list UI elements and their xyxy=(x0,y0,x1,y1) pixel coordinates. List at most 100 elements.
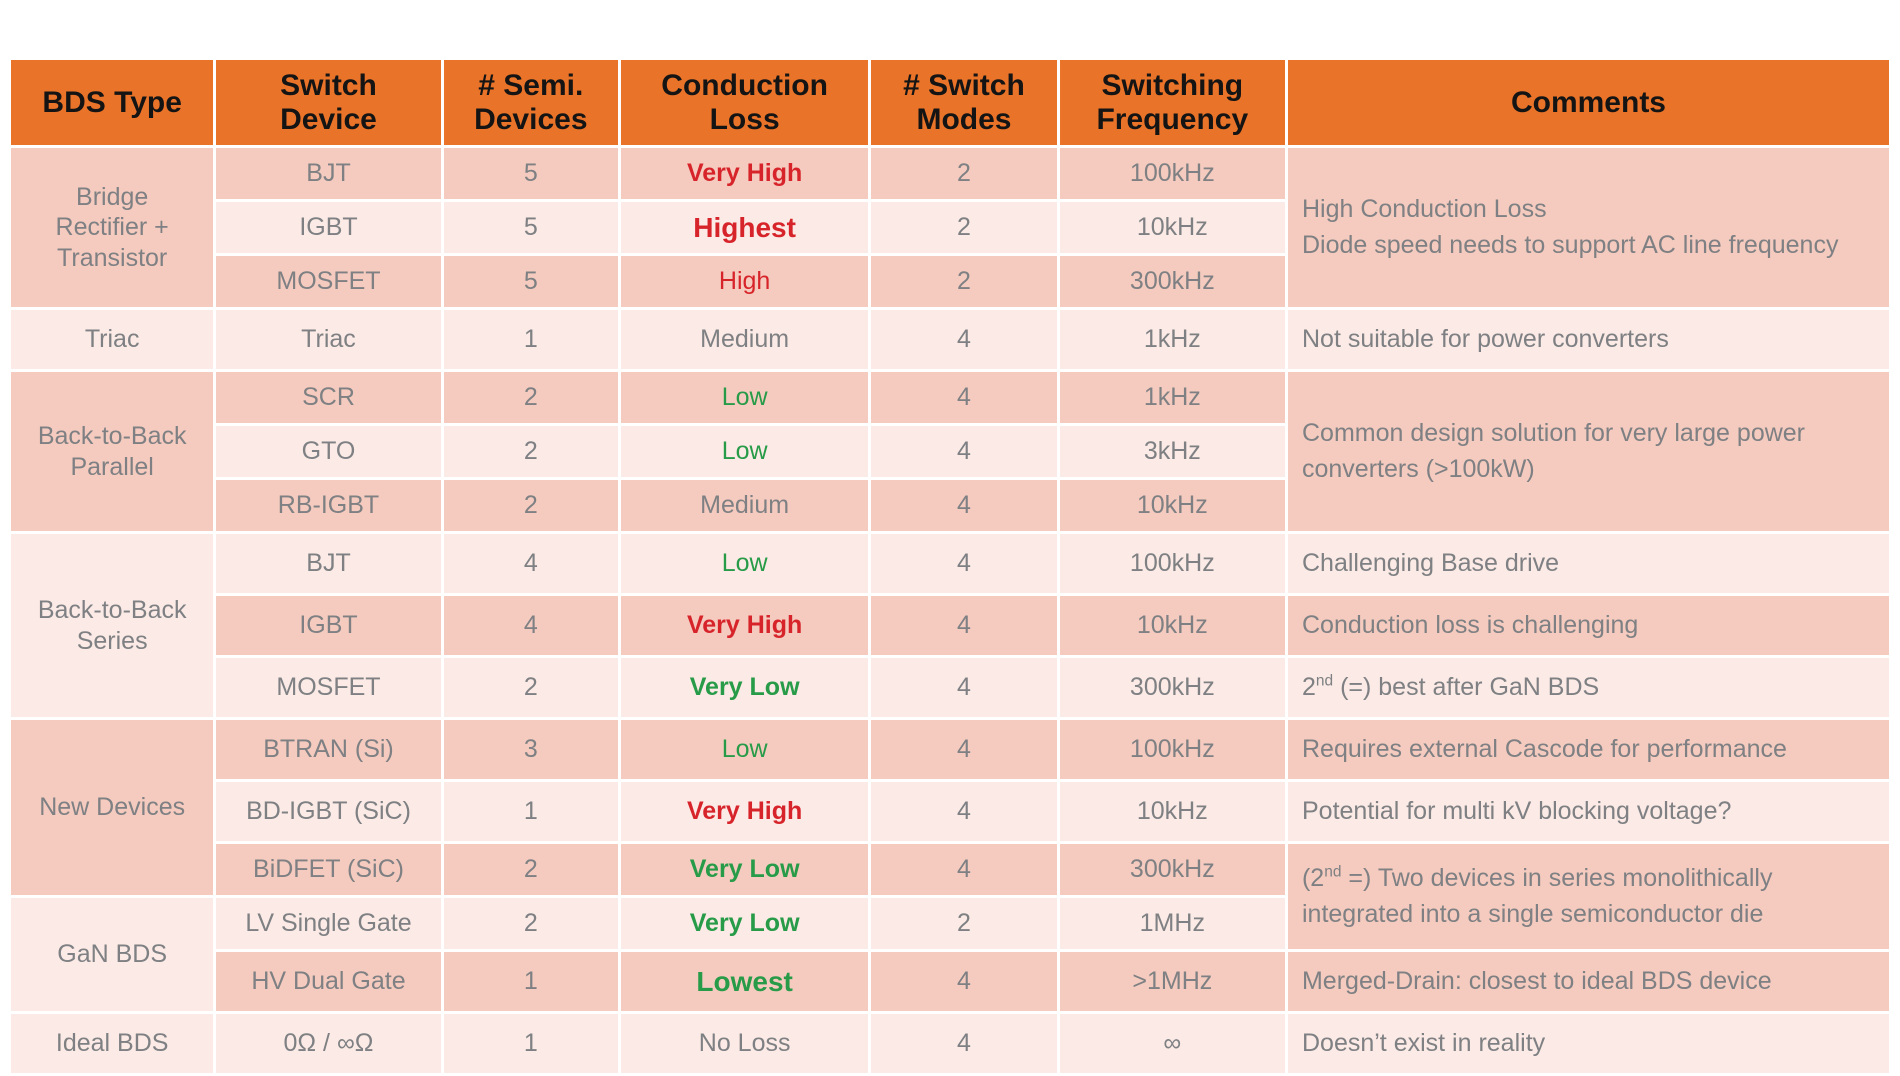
comment-text: (2 xyxy=(1301,864,1325,892)
conduction-loss-cell: Very Low xyxy=(620,844,869,895)
switching-frequency-cell: >1MHz xyxy=(1059,952,1285,1011)
column-header-semi-devices: # Semi. Devices xyxy=(443,60,618,145)
switching-frequency-cell: 3kHz xyxy=(1059,426,1285,477)
table-row: New Devices BTRAN (Si) 3 Low 4 100kHz Re… xyxy=(11,720,1889,895)
device-cell: IGBT xyxy=(216,596,441,655)
switch-modes-cell: 4 xyxy=(871,310,1057,369)
conduction-loss-cell: Very High xyxy=(620,596,869,655)
conduction-loss-cell: Very Low xyxy=(620,898,869,949)
semi-devices-cell: 1 xyxy=(443,952,618,1011)
switching-frequency-cell: 10kHz xyxy=(1059,596,1285,655)
comment-text: 2 xyxy=(1301,672,1316,701)
switch-modes-cell: 4 xyxy=(871,372,1057,423)
bds-type-label: Triac xyxy=(84,325,140,354)
comment-cell: 2nd (=) best after GaN BDS xyxy=(1287,658,1889,717)
table-row: RB-IGBT 2 Medium 4 10kHz xyxy=(11,480,1889,531)
table-row: Bridge Rectifier + Transistor BJT 5 Very… xyxy=(11,148,1889,307)
conduction-loss-cell: Low xyxy=(620,720,869,779)
comment-cell: Conduction loss is challenging xyxy=(1287,596,1889,655)
device-cell: BJT xyxy=(216,534,441,593)
bds-type-cell: Bridge Rectifier + Transistor xyxy=(11,148,214,307)
conduction-loss-cell: Very Low xyxy=(620,658,869,717)
table-row: IGBT 5 Highest 2 10kHz xyxy=(11,202,1889,253)
bds-type-label: Bridge Rectifier + Transistor xyxy=(55,182,169,272)
device-cell: RB-IGBT xyxy=(216,480,441,531)
device-cell: 0Ω / ∞Ω xyxy=(216,1014,441,1073)
device-cell: MOSFET xyxy=(216,658,441,717)
bds-type-label: Back-to-Back Series xyxy=(37,596,187,655)
bds-comparison-table: BDS Type Switch Device # Semi. Devices C… xyxy=(8,57,1892,1076)
switching-frequency-cell: 1kHz xyxy=(1059,372,1285,423)
semi-devices-cell: 2 xyxy=(443,658,618,717)
switching-frequency-cell: 10kHz xyxy=(1059,202,1285,253)
semi-devices-cell: 1 xyxy=(443,310,618,369)
switching-frequency-cell: 10kHz xyxy=(1059,480,1285,531)
comment-cell: Not suitable for power converters xyxy=(1287,310,1889,369)
conduction-loss-cell: Low xyxy=(620,426,869,477)
switch-modes-cell: 4 xyxy=(871,658,1057,717)
bds-type-label: Ideal BDS xyxy=(55,1029,169,1058)
table-row: IGBT 4 Very High 4 10kHz Conduction loss… xyxy=(11,596,1889,655)
conduction-loss-cell: Very High xyxy=(620,148,869,199)
device-cell: GTO xyxy=(216,426,441,477)
semi-devices-cell: 4 xyxy=(443,596,618,655)
switch-modes-cell: 4 xyxy=(871,1014,1057,1073)
header-label: BDS Type xyxy=(42,85,182,119)
comment-cell: Common design solution for very large po… xyxy=(1287,372,1889,531)
switching-frequency-cell: 100kHz xyxy=(1059,534,1285,593)
switch-modes-cell: 2 xyxy=(871,898,1057,949)
switching-frequency-cell: 300kHz xyxy=(1059,658,1285,717)
semi-devices-cell: 3 xyxy=(443,720,618,779)
semi-devices-cell: 4 xyxy=(443,534,618,593)
conduction-loss-cell: Lowest xyxy=(620,952,869,1011)
comment-cell: (2nd =) Two devices in series monolithic… xyxy=(1287,844,1889,949)
switch-modes-cell: 4 xyxy=(871,720,1057,779)
table-row: Back-to-Back Parallel SCR 2 Low 4 1kHz C… xyxy=(11,372,1889,531)
bds-type-cell: Triac xyxy=(11,310,214,369)
column-header-comments: Comments xyxy=(1287,60,1889,145)
conduction-loss-cell: Highest xyxy=(620,202,869,253)
table-row: Triac Triac 1 Medium 4 1kHz Not suitable… xyxy=(11,310,1889,369)
conduction-loss-cell: High xyxy=(620,256,869,307)
comment-superscript: nd xyxy=(1324,863,1342,881)
switch-modes-cell: 4 xyxy=(871,426,1057,477)
device-cell: Triac xyxy=(216,310,441,369)
table-row: Back-to-Back Series BJT 4 Low 4 100kHz C… xyxy=(11,534,1889,717)
switching-frequency-cell: 10kHz xyxy=(1059,782,1285,841)
switch-modes-cell: 4 xyxy=(871,782,1057,841)
bds-type-cell: Ideal BDS xyxy=(11,1014,214,1073)
comment-text: =) Two devices in series monolithically … xyxy=(1301,864,1773,928)
semi-devices-cell: 2 xyxy=(443,480,618,531)
device-cell: MOSFET xyxy=(216,256,441,307)
table-row: MOSFET 2 Very Low 4 300kHz 2nd (=) best … xyxy=(11,658,1889,717)
switching-frequency-cell: 300kHz xyxy=(1059,844,1285,895)
comment-cell: Requires external Cascode for performanc… xyxy=(1287,720,1889,779)
semi-devices-cell: 1 xyxy=(443,782,618,841)
switch-modes-cell: 4 xyxy=(871,844,1057,895)
device-cell: SCR xyxy=(216,372,441,423)
conduction-loss-cell: Very High xyxy=(620,782,869,841)
switch-modes-cell: 4 xyxy=(871,534,1057,593)
bds-type-cell: GaN BDS xyxy=(11,898,214,1011)
switch-modes-cell: 2 xyxy=(871,256,1057,307)
table-row: Ideal BDS 0Ω / ∞Ω 1 No Loss 4 ∞ Doesn’t … xyxy=(11,1014,1889,1073)
table-row: BiDFET (SiC) 2 Very Low 4 300kHz (2nd =)… xyxy=(11,844,1889,949)
switching-frequency-cell: 300kHz xyxy=(1059,256,1285,307)
semi-devices-cell: 2 xyxy=(443,844,618,895)
header-row: BDS Type Switch Device # Semi. Devices C… xyxy=(11,60,1889,145)
comment-superscript: nd xyxy=(1315,672,1334,690)
switch-modes-cell: 2 xyxy=(871,202,1057,253)
switching-frequency-cell: 1kHz xyxy=(1059,310,1285,369)
comment-cell: Challenging Base drive xyxy=(1287,534,1889,593)
switching-frequency-cell: 100kHz xyxy=(1059,148,1285,199)
device-cell: BD-IGBT (SiC) xyxy=(216,782,441,841)
conduction-loss-cell: Medium xyxy=(620,310,869,369)
table-row: GTO 2 Low 4 3kHz xyxy=(11,426,1889,477)
device-cell: HV Dual Gate xyxy=(216,952,441,1011)
semi-devices-cell: 2 xyxy=(443,898,618,949)
conduction-loss-cell: Low xyxy=(620,534,869,593)
column-header-switch-modes: # Switch Modes xyxy=(871,60,1057,145)
column-header-conduction-loss: Conduction Loss xyxy=(620,60,869,145)
semi-devices-cell: 2 xyxy=(443,426,618,477)
comment-cell: Doesn’t exist in reality xyxy=(1287,1014,1889,1073)
